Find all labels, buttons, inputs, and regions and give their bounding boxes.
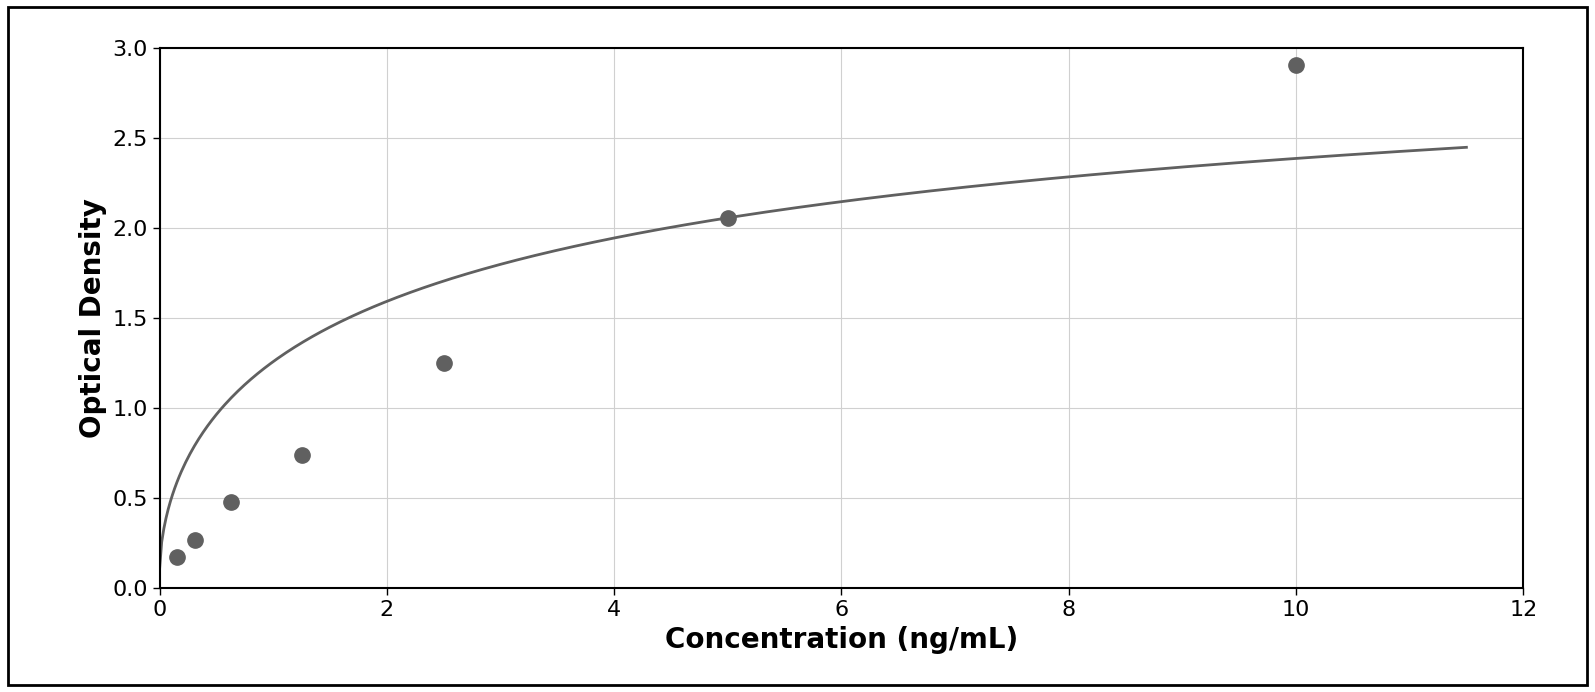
X-axis label: Concentration (ng/mL): Concentration (ng/mL) xyxy=(665,626,1018,653)
Point xyxy=(182,534,207,545)
Point xyxy=(431,358,456,369)
Point xyxy=(289,450,314,461)
Point xyxy=(164,551,190,562)
Point xyxy=(219,496,244,507)
Point xyxy=(1282,59,1308,70)
Y-axis label: Optical Density: Optical Density xyxy=(78,199,107,438)
Point xyxy=(715,212,740,223)
